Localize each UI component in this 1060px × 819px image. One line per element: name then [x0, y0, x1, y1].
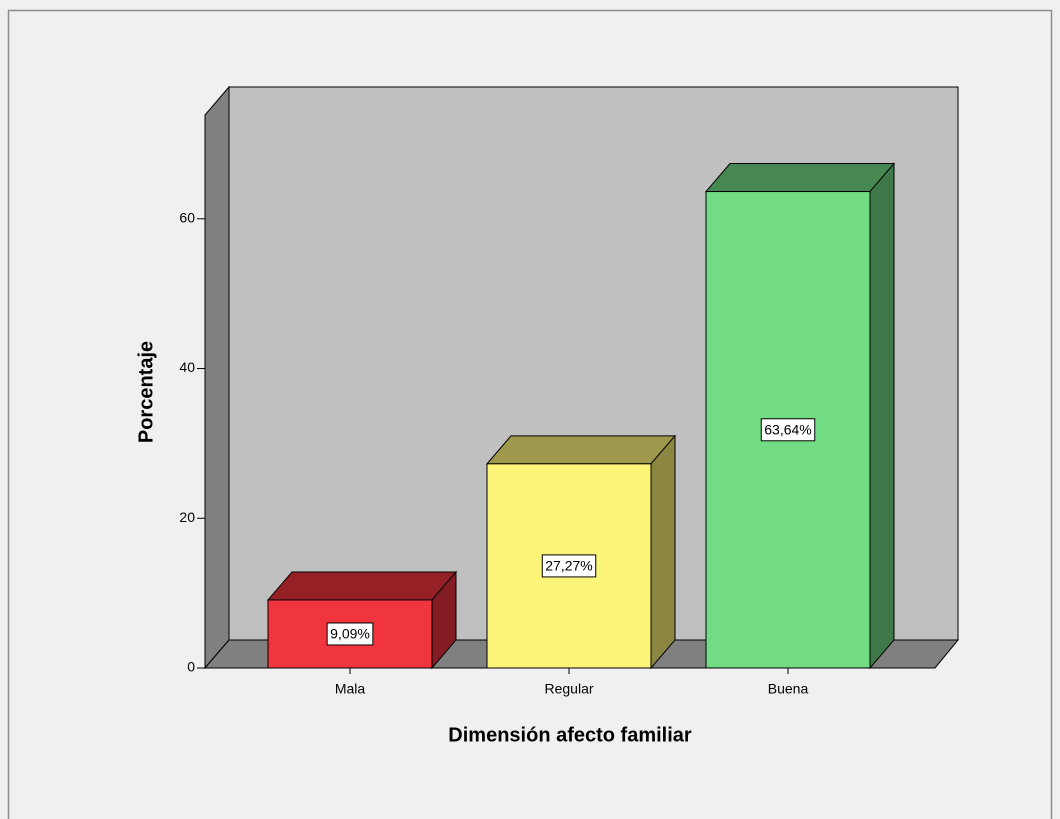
bar-side: [650, 434, 676, 670]
bar-top: [266, 571, 458, 601]
y-tick-label: 40: [179, 359, 195, 375]
x-axis-label: Dimensión afecto familiar: [448, 724, 692, 746]
bar-side: [869, 162, 895, 670]
x-tick-label: Mala: [335, 681, 366, 697]
bar-top: [704, 163, 896, 193]
side-wall: [204, 85, 230, 670]
y-axis-label: Porcentaje: [135, 341, 157, 443]
x-tick-label: Buena: [768, 681, 809, 697]
value-label-box: [760, 418, 816, 442]
y-tick-label: 0: [187, 659, 195, 675]
y-tick-label: 20: [179, 509, 195, 525]
value-label-box: [326, 622, 374, 646]
value-label: 9,09%: [330, 626, 370, 642]
frame: [7, 9, 1053, 819]
y-tick-label: 60: [179, 210, 195, 226]
value-label: 63,64%: [764, 421, 811, 437]
bar-top: [485, 435, 677, 465]
value-label-box: [541, 554, 597, 578]
x-tick-label: Regular: [544, 681, 593, 697]
value-label: 27,27%: [545, 558, 592, 574]
